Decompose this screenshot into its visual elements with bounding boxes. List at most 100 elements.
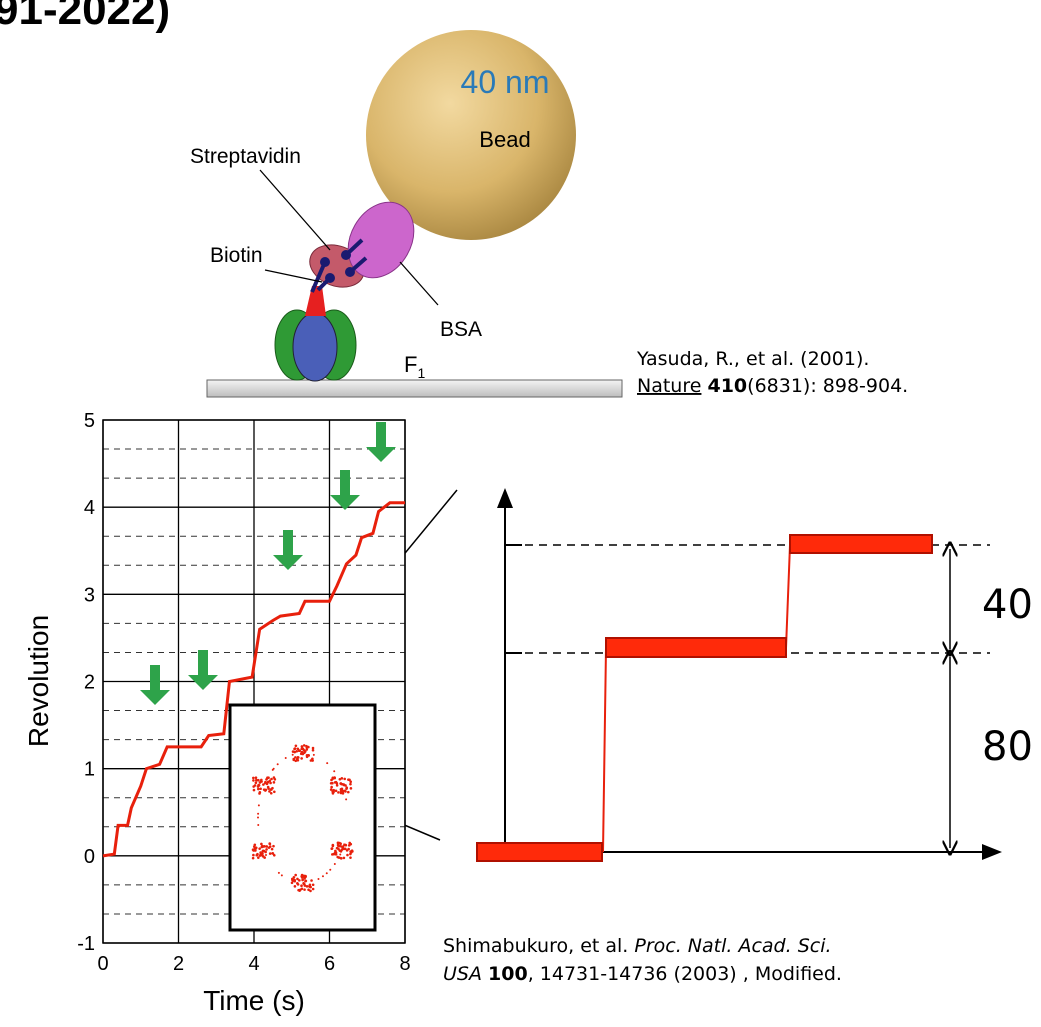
- inset-box: [228, 703, 377, 932]
- inset-dot: [339, 853, 342, 856]
- inset-dot: [346, 790, 350, 794]
- inset-dot: [311, 746, 315, 750]
- inset-dot: [296, 747, 300, 751]
- inset-dot: [276, 763, 279, 766]
- inset-dot: [296, 882, 299, 885]
- inset-dot: [334, 851, 338, 854]
- inset-dot: [308, 883, 312, 887]
- angle-label: 40: [982, 582, 1033, 628]
- y-tick-label: -1: [77, 933, 95, 955]
- inset-dot: [268, 842, 272, 846]
- inset-dot: [300, 884, 303, 888]
- step-arrow: [140, 665, 170, 705]
- inset-dot: [337, 791, 340, 794]
- inset-dot: [304, 879, 308, 883]
- inset-dot: [309, 759, 313, 762]
- inset-dot: [303, 750, 307, 753]
- inset-dot: [267, 846, 271, 849]
- inset-dot: [347, 778, 350, 781]
- inset-dot: [257, 804, 260, 807]
- surface: [206, 379, 623, 398]
- x-tick-label: 2: [173, 953, 184, 975]
- reference: Nature 410(6831): 898-904.: [637, 375, 908, 397]
- revolution-trace: [102, 501, 405, 858]
- inset-dot: [312, 753, 315, 756]
- inset-dot: [291, 750, 295, 753]
- inset-dot: [303, 888, 306, 891]
- angle-label: 80: [982, 724, 1033, 770]
- inset-dot: [300, 887, 304, 891]
- inset-dot: [254, 776, 258, 780]
- motor-label: F1: [404, 352, 425, 381]
- inset-dot: [252, 776, 255, 780]
- inset-dot: [280, 874, 283, 877]
- inset-dot: [332, 790, 335, 794]
- inset-dot: [273, 790, 276, 794]
- inset-dot: [346, 853, 349, 857]
- inset-dot: [257, 784, 261, 787]
- authors: Shimabukuro, et al.: [443, 935, 628, 957]
- step-schematic: 40 80: [476, 488, 1033, 862]
- inset-dot: [325, 872, 328, 875]
- inset-dot: [338, 841, 341, 845]
- journal: Proc. Natl. Acad. Sci.: [634, 935, 831, 957]
- inset-dot: [266, 780, 270, 784]
- inset-dot: [268, 779, 272, 783]
- inset-dot: [259, 851, 262, 854]
- inset-dot: [311, 887, 315, 891]
- inset-dot: [293, 885, 297, 888]
- inset-dot: [311, 883, 315, 887]
- inset-dot: [339, 782, 342, 785]
- molecule-diagram: 40 nm Bead Streptavidin Biotin BSA F1: [190, 30, 623, 398]
- inset-dot: [252, 785, 255, 788]
- inset-dot: [294, 873, 297, 877]
- inset-dot: [260, 845, 264, 849]
- inset-dot: [295, 749, 299, 753]
- inset-dot: [307, 745, 310, 749]
- pages: , 14731-14736 (2003) , Modified.: [528, 963, 842, 985]
- inset-dot: [331, 781, 334, 785]
- inset-dot: [321, 875, 324, 878]
- schematic-rise: [602, 544, 791, 853]
- inset-dot: [258, 847, 261, 850]
- inset-dot: [300, 745, 304, 748]
- inset-dot: [300, 757, 303, 760]
- inset-dot: [305, 755, 309, 759]
- inset-dot: [344, 843, 348, 847]
- inset-dot: [271, 852, 275, 855]
- inset-dot: [277, 871, 280, 874]
- x-tick-label: 0: [97, 953, 108, 975]
- inset-dot: [343, 789, 347, 793]
- inset-dot: [305, 748, 309, 751]
- inset-dot: [337, 856, 340, 859]
- inset-dot: [317, 878, 320, 881]
- schematic-dwell: [789, 534, 933, 554]
- inset-dot: [310, 879, 313, 882]
- step-arrow: [188, 650, 218, 690]
- journal: Nature: [637, 375, 701, 397]
- inset-dot: [257, 812, 260, 815]
- inset-dot: [263, 845, 266, 848]
- inset-dot: [348, 841, 351, 845]
- title-fragment: 91-2022): [0, 0, 170, 34]
- volume: 410: [707, 375, 747, 397]
- y-axis-title: Revolution: [23, 615, 54, 747]
- inset-dot: [261, 849, 265, 853]
- inset-dot: [331, 777, 335, 780]
- inset-dot: [296, 759, 300, 762]
- inset-dot: [272, 767, 275, 770]
- inset-dot: [255, 853, 259, 857]
- inset-dot: [330, 847, 334, 851]
- y-tick-label: 2: [84, 672, 95, 694]
- schematic-level: [525, 544, 990, 654]
- reference: USA 100, 14731-14736 (2003) , Modified.: [443, 963, 842, 985]
- stalk: [305, 286, 326, 316]
- reference: Shimabukuro, et al. Proc. Natl. Acad. Sc…: [443, 935, 832, 957]
- inset-dot: [254, 778, 258, 782]
- inset-dot: [309, 889, 312, 893]
- inset-dot: [340, 777, 344, 780]
- inset-dot: [329, 788, 333, 791]
